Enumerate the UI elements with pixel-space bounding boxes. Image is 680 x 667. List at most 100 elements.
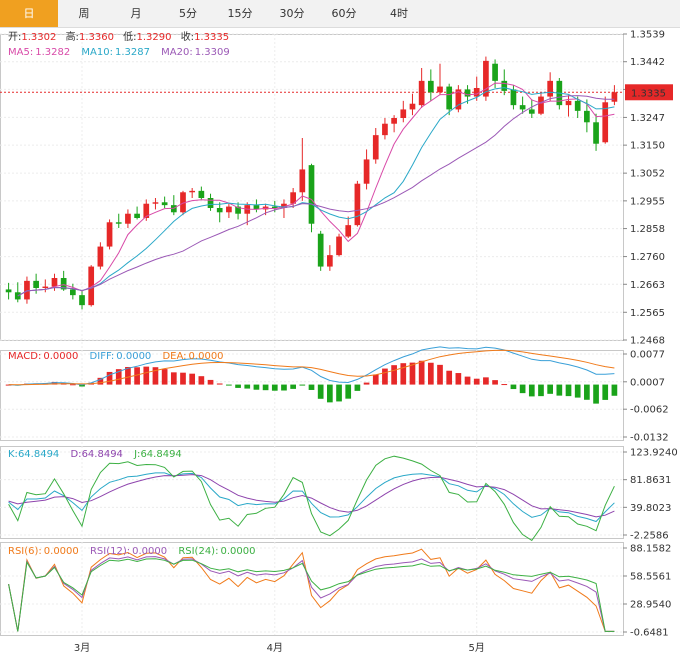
macd-bar xyxy=(290,384,296,389)
candle-body xyxy=(14,292,21,300)
tab-60min[interactable]: 60分 xyxy=(331,7,357,20)
candle-body xyxy=(180,192,186,213)
macd-bar xyxy=(446,370,453,385)
candle-body xyxy=(271,206,278,208)
candle-body xyxy=(143,203,150,218)
candle-body xyxy=(207,198,214,208)
candle-body xyxy=(336,236,342,256)
ma20-line xyxy=(17,95,615,297)
candle-body xyxy=(290,192,296,204)
macd-bar xyxy=(308,384,315,390)
macd-bar xyxy=(501,384,508,386)
macd-bar xyxy=(125,366,131,385)
candle-body xyxy=(106,222,113,247)
kdj-tick-label: -2.2586 xyxy=(630,531,669,542)
diff-line xyxy=(8,346,615,386)
macd-bar xyxy=(584,384,590,400)
macd-bar xyxy=(253,384,260,390)
ma5-line xyxy=(17,82,615,297)
macd-bar xyxy=(152,367,159,385)
candle-body xyxy=(483,60,489,97)
macd-tick-label: 0.0077 xyxy=(630,350,665,361)
tab-week[interactable]: 周 xyxy=(78,7,90,20)
candle-body xyxy=(24,280,30,300)
candle-body xyxy=(391,118,397,124)
macd-bar xyxy=(538,384,544,397)
macd-bar xyxy=(51,381,58,385)
macd-bar xyxy=(382,368,388,385)
open-value: 1.3302 xyxy=(21,32,56,43)
macd-bar xyxy=(519,384,526,394)
candle-body xyxy=(409,103,416,110)
close-value: 1.3335 xyxy=(194,32,229,43)
macd-bar xyxy=(69,384,76,386)
kdj-tick-label: 39.8023 xyxy=(630,503,671,514)
macd-label: MACD: xyxy=(8,351,41,362)
macd-bar xyxy=(180,372,186,385)
tab-5min[interactable]: 5分 xyxy=(179,7,197,20)
macd-bar xyxy=(510,384,517,390)
candle-body xyxy=(134,213,140,218)
d-value: 64.8494 xyxy=(82,449,123,460)
rsi-tick-label: 58.5561 xyxy=(630,572,671,583)
ohlc-header: 开:1.3302 高:1.3360 低:1.3290 收:1.3335 xyxy=(8,30,229,43)
k-line xyxy=(8,472,615,523)
k-label: K: xyxy=(8,449,18,460)
rsi-tick-label: -0.6481 xyxy=(630,628,669,639)
candle-body xyxy=(382,123,388,136)
tab-4hour[interactable]: 4时 xyxy=(390,7,408,20)
dea-label: DEA: xyxy=(162,351,186,362)
price-tick-label: 1.2565 xyxy=(630,308,665,319)
candle-body xyxy=(51,278,58,287)
macd-bar xyxy=(528,384,535,397)
ma10-value: 1.3287 xyxy=(115,47,150,58)
candle-body xyxy=(198,190,205,198)
rsi-tick-label: 88.1582 xyxy=(630,544,671,555)
rsi24-value: 0.0000 xyxy=(220,546,255,557)
rsi6-value: 0.0000 xyxy=(44,546,79,557)
price-tick-label: 1.2955 xyxy=(630,196,665,207)
candle-body xyxy=(308,165,315,224)
macd-bar xyxy=(226,384,232,386)
rsi6-label: RSI(6): xyxy=(8,546,42,557)
rsi6-line xyxy=(8,548,615,632)
candle-body xyxy=(281,203,287,208)
month-label: 4月 xyxy=(267,642,283,654)
candle-body xyxy=(593,122,599,144)
tab-month[interactable]: 月 xyxy=(130,7,142,20)
macd-bar xyxy=(336,384,342,402)
candle-body xyxy=(125,213,131,224)
tab-day[interactable]: 日 xyxy=(0,0,58,27)
candle-body xyxy=(152,202,159,204)
macd-bar xyxy=(574,384,581,398)
k-value: 64.8494 xyxy=(18,449,59,460)
kdj-tick-label: 81.8631 xyxy=(630,475,671,486)
macd-bar xyxy=(455,373,462,385)
month-label: 3月 xyxy=(74,642,90,654)
candle-body xyxy=(427,80,434,93)
dea-line xyxy=(8,349,615,386)
macd-bar xyxy=(611,384,618,396)
macd-bar xyxy=(565,384,572,397)
j-label: J: xyxy=(133,449,140,460)
candle-body xyxy=(97,246,104,267)
j-value: 64.8494 xyxy=(140,449,181,460)
ma20-label: MA20: xyxy=(161,47,193,58)
chart-grid xyxy=(0,33,624,636)
macd-bar xyxy=(602,384,609,400)
candle-body xyxy=(584,110,590,123)
macd-bar xyxy=(143,366,150,385)
tab-15min[interactable]: 15分 xyxy=(227,7,253,20)
candlestick-chart: 1.35391.34421.33451.32471.31501.30521.29… xyxy=(0,30,678,654)
last-price-tag xyxy=(625,84,673,101)
macd-bar xyxy=(244,384,251,389)
ma5-value: 1.3282 xyxy=(35,47,70,58)
tab-30min[interactable]: 30分 xyxy=(279,7,305,20)
rsi24-line xyxy=(8,558,615,632)
macd-bar xyxy=(483,377,489,385)
indicator-lines xyxy=(8,82,615,632)
candle-body xyxy=(418,80,425,106)
macd-bar xyxy=(235,384,241,388)
macd-bar xyxy=(134,367,140,385)
macd-bar xyxy=(299,384,306,386)
